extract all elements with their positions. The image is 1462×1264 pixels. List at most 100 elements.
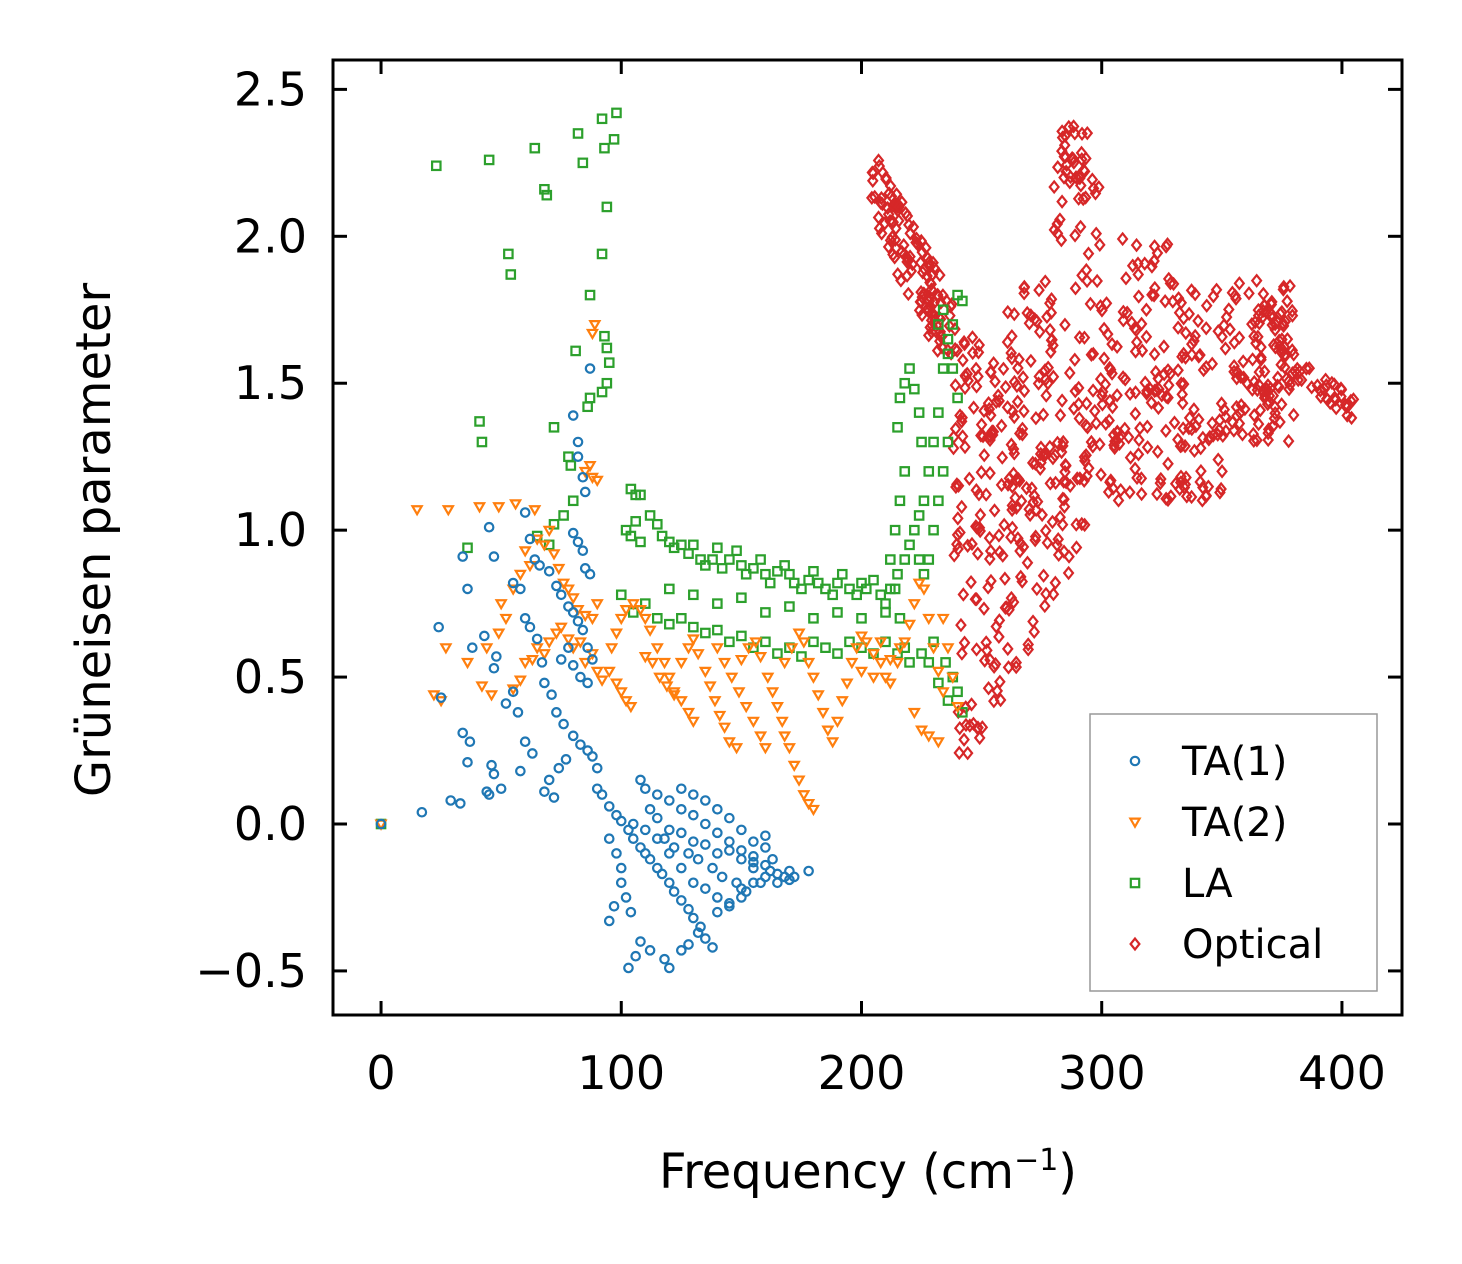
data-point (954, 525, 966, 540)
data-point (1246, 316, 1258, 332)
data-point (1162, 390, 1174, 405)
data-point (1275, 397, 1288, 412)
data-point (1087, 383, 1099, 398)
data-point (1005, 529, 1017, 545)
data-point (1132, 267, 1145, 282)
data-point (1054, 408, 1067, 423)
data-point (796, 583, 807, 595)
data-point (832, 648, 843, 659)
data-point (734, 654, 748, 667)
data-point (866, 173, 879, 188)
data-point (1017, 370, 1029, 385)
data-point (529, 142, 541, 154)
data-point (700, 933, 711, 944)
data-point (873, 158, 886, 174)
data-point (698, 666, 712, 679)
data-point (1062, 119, 1075, 135)
data-point (1172, 320, 1184, 335)
data-point (462, 756, 473, 768)
data-point (1058, 499, 1071, 514)
legend-label: TA(1) (1181, 739, 1287, 785)
data-point (513, 675, 527, 687)
data-point (712, 892, 723, 903)
data-point (994, 692, 1007, 708)
data-point (1135, 471, 1148, 486)
data-point (966, 330, 979, 345)
data-point (854, 666, 869, 679)
data-point (460, 657, 475, 670)
data-point (1286, 303, 1299, 319)
data-point (1048, 179, 1060, 195)
data-point (620, 892, 632, 903)
data-point (1190, 418, 1202, 434)
data-point (577, 157, 589, 169)
data-point (683, 848, 694, 859)
data-point (667, 690, 681, 702)
data-point (748, 563, 759, 574)
legend-marker (1129, 755, 1141, 767)
legend-marker (1128, 817, 1142, 829)
data-point (1119, 372, 1132, 387)
data-point (603, 915, 615, 927)
data-point (1022, 642, 1035, 657)
data-point (748, 836, 759, 847)
data-point (836, 568, 848, 580)
data-point (892, 422, 903, 433)
data-point (922, 731, 936, 743)
data-point (844, 636, 855, 648)
data-point (585, 328, 599, 341)
data-point (1194, 440, 1207, 456)
data-point (856, 613, 867, 624)
data-point (530, 643, 544, 655)
data-point (676, 539, 687, 551)
data-point (767, 853, 778, 865)
data-point (983, 551, 996, 567)
data-point (742, 643, 756, 655)
data-point (577, 545, 589, 557)
data-point (999, 571, 1011, 586)
data-point (664, 583, 675, 595)
data-point (549, 628, 563, 640)
data-point (1237, 354, 1250, 369)
data-point (555, 589, 567, 601)
data-point (1104, 475, 1116, 490)
data-point (1135, 486, 1148, 502)
data-point (591, 762, 603, 774)
data-point (946, 672, 960, 684)
data-point (1176, 387, 1189, 402)
data-point (1228, 423, 1240, 438)
data-point (883, 678, 897, 690)
data-point (916, 436, 927, 448)
data-point (1330, 400, 1343, 416)
data-point (557, 578, 571, 590)
data-point (499, 613, 513, 626)
data-point (775, 716, 789, 728)
data-point (764, 577, 776, 589)
data-point (553, 762, 565, 774)
data-point (921, 251, 934, 266)
data-point (894, 392, 906, 404)
data-point (918, 286, 931, 302)
data-point (1118, 421, 1131, 436)
legend: TA(1) TA(2) LA Optical (1089, 713, 1378, 992)
data-point (912, 578, 926, 590)
data-point (1094, 371, 1107, 387)
data-point (626, 599, 640, 611)
data-point (1197, 362, 1210, 378)
data-point (1185, 421, 1198, 437)
data-point (523, 560, 537, 573)
data-point (1265, 297, 1278, 312)
data-point (707, 554, 718, 565)
data-point (796, 651, 807, 662)
data-point (548, 422, 560, 433)
data-point (854, 631, 869, 643)
data-point (609, 628, 623, 640)
data-point (875, 226, 888, 241)
data-point (772, 565, 783, 577)
data-point (1078, 473, 1091, 488)
data-point (579, 486, 591, 498)
data-point (916, 244, 929, 260)
data-point (457, 727, 469, 739)
data-point (524, 533, 536, 545)
data-point (1073, 411, 1086, 426)
